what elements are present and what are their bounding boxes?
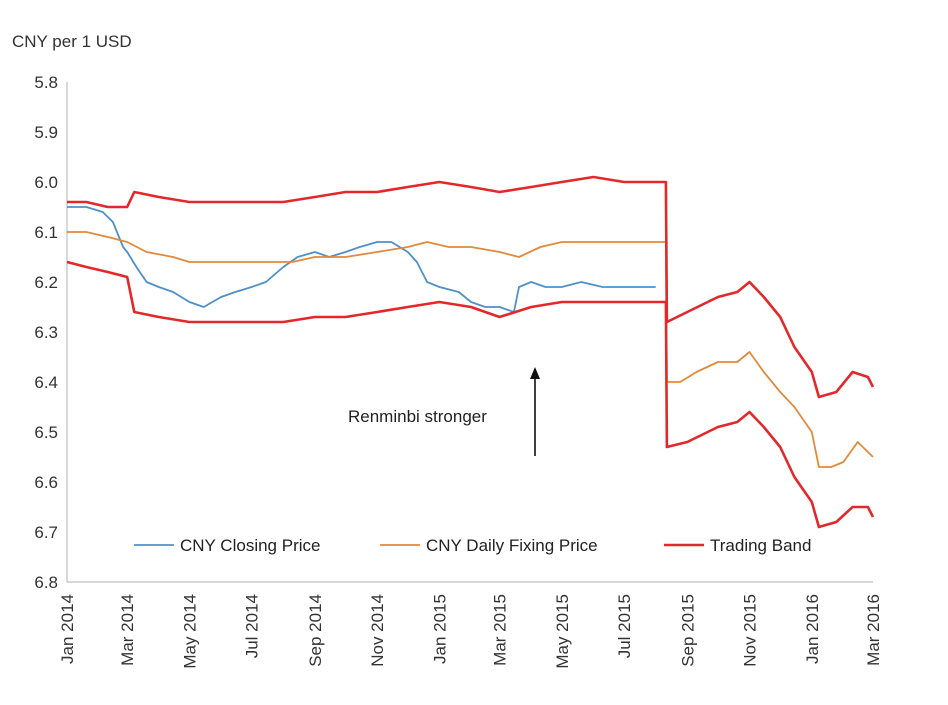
x-tick-label: Sep 2015 bbox=[678, 594, 697, 667]
x-tick-label: Mar 2015 bbox=[491, 594, 510, 666]
series-line bbox=[66, 260, 875, 529]
annotation: Renminbi stronger bbox=[348, 367, 540, 456]
x-tick-label: Jan 2015 bbox=[430, 594, 449, 664]
x-tick-label: May 2015 bbox=[553, 594, 572, 669]
y-tick-label: 6.0 bbox=[34, 173, 58, 192]
y-tick-label: 6.3 bbox=[34, 323, 58, 342]
legend: CNY Closing Price CNY Daily Fixing Price T… bbox=[134, 536, 811, 555]
series-line bbox=[67, 175, 875, 399]
x-tick-label: Jan 2016 bbox=[803, 594, 822, 664]
x-tick-label: Nov 2014 bbox=[368, 594, 387, 667]
y-tick-label: 6.7 bbox=[34, 523, 58, 542]
legend-label: CNY Daily Fixing Price bbox=[426, 536, 598, 555]
series-line bbox=[67, 206, 656, 313]
y-tick-label: 6.5 bbox=[34, 423, 58, 442]
x-tick-label: Nov 2015 bbox=[741, 594, 760, 667]
y-tick-label: 6.2 bbox=[34, 273, 58, 292]
annotation-arrow-head bbox=[530, 367, 540, 379]
y-tick-label: 6.1 bbox=[34, 223, 58, 242]
y-tick-label: 5.9 bbox=[34, 123, 58, 142]
legend-label: CNY Closing Price bbox=[180, 536, 320, 555]
legend-label: Trading Band bbox=[710, 536, 811, 555]
y-tick-label: 6.6 bbox=[34, 473, 58, 492]
x-tick-label: Mar 2014 bbox=[118, 594, 137, 666]
x-tick-label: May 2014 bbox=[180, 594, 199, 669]
y-axis-title: CNY per 1 USD bbox=[12, 32, 132, 51]
x-tick-label: Sep 2014 bbox=[306, 594, 325, 667]
y-tick-label: 6.8 bbox=[34, 573, 58, 592]
y-tick-label: 6.4 bbox=[34, 373, 58, 392]
y-tick-label: 5.8 bbox=[34, 73, 58, 92]
series-lines bbox=[66, 175, 875, 529]
annotation-text: Renminbi stronger bbox=[348, 407, 487, 426]
x-tick-label: Jul 2014 bbox=[243, 594, 262, 658]
x-tick-label: Jul 2015 bbox=[615, 594, 634, 658]
series-line bbox=[67, 231, 874, 468]
x-tick-label: Mar 2016 bbox=[864, 594, 883, 666]
y-tick-labels: 5.8 5.9 6.0 6.1 6.2 6.3 6.4 6.5 6.6 6.7 6.8 bbox=[34, 73, 58, 592]
x-tick-labels: Jan 2014 Mar 2014 May 2014 Jul 2014 Sep 2014… bbox=[58, 594, 883, 669]
x-tick-label: Jan 2014 bbox=[58, 594, 77, 664]
